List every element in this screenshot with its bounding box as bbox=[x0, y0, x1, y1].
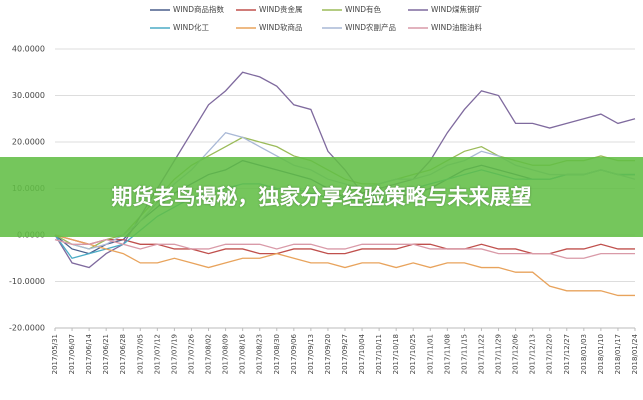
x-tick-label: 2018/01/24 bbox=[631, 333, 639, 374]
x-tick-label: 2017/07/05 bbox=[136, 334, 144, 374]
x-tick-label: 2017/08/02 bbox=[205, 334, 213, 374]
series-line bbox=[54, 238, 635, 259]
x-tick-label: 2017/09/06 bbox=[290, 333, 298, 374]
x-tick-label: 2018/01/10 bbox=[597, 334, 605, 374]
x-tick-label: 2017/10/11 bbox=[375, 334, 383, 374]
x-tick-label: 2017/11/22 bbox=[477, 334, 485, 374]
y-tick-label: -10.0000 bbox=[9, 277, 45, 286]
x-tick-label: 2017/08/09 bbox=[222, 334, 230, 374]
series-line bbox=[54, 234, 635, 297]
x-tick-label: 2017/10/18 bbox=[392, 334, 400, 374]
y-tick-label: 40.0000 bbox=[12, 45, 45, 54]
x-tick-label: 2017/12/27 bbox=[563, 334, 571, 374]
x-tick-label: 2017/07/19 bbox=[170, 334, 178, 374]
x-tick-label: 2017/06/14 bbox=[85, 333, 93, 374]
legend-label: WIND煤焦钢矿 bbox=[431, 4, 483, 14]
legend-label: WIND贵金属 bbox=[259, 4, 303, 14]
x-tick-label: 2017/11/08 bbox=[443, 334, 451, 374]
x-tick-label: 2017/09/27 bbox=[341, 334, 349, 374]
x-tick-label: 2017/11/29 bbox=[495, 334, 503, 374]
x-tick-label: 2018/01/17 bbox=[614, 334, 622, 374]
legend-label: WIND软商品 bbox=[259, 22, 303, 32]
x-tick-label: 2017/10/04 bbox=[358, 333, 366, 374]
x-tick-label: 2017/08/16 bbox=[239, 333, 247, 374]
x-tick-label: 2017/12/20 bbox=[546, 334, 554, 374]
banner: 期货老鸟揭秘，独家分享经验策略与未来展望 bbox=[0, 157, 643, 237]
x-tick-label: 2017/09/13 bbox=[307, 334, 315, 374]
y-tick-label: 20.0000 bbox=[12, 138, 45, 147]
series-line bbox=[54, 234, 635, 255]
legend-label: WIND有色 bbox=[345, 4, 382, 14]
x-tick-label: 2017/11/01 bbox=[426, 334, 434, 374]
y-tick-label: 30.0000 bbox=[12, 91, 45, 100]
x-tick-label: 2017/08/30 bbox=[273, 334, 281, 374]
legend-label: WIND油脂油料 bbox=[431, 22, 483, 32]
legend-label: WIND农副产品 bbox=[345, 22, 396, 32]
x-tick-label: 2017/06/07 bbox=[68, 334, 76, 374]
y-tick-label: -20.0000 bbox=[9, 324, 45, 333]
legend-label: WIND化工 bbox=[173, 22, 210, 32]
x-tick-label: 2017/07/26 bbox=[187, 333, 195, 374]
x-tick-label: 2017/10/25 bbox=[409, 334, 417, 374]
banner-text: 期货老鸟揭秘，独家分享经验策略与未来展望 bbox=[111, 185, 532, 209]
x-tick-label: 2017/07/12 bbox=[153, 334, 161, 374]
x-tick-label: 2017/06/28 bbox=[119, 334, 127, 374]
x-tick-label: 2017/05/31 bbox=[51, 334, 59, 374]
x-tick-label: 2017/12/13 bbox=[529, 334, 537, 374]
x-tick-label: 2017/12/06 bbox=[512, 333, 520, 374]
x-tick-label: 2017/11/15 bbox=[460, 334, 468, 374]
x-tick-label: 2018/01/03 bbox=[580, 334, 588, 374]
x-tick-label: 2017/06/21 bbox=[102, 334, 110, 374]
x-tick-label: 2017/09/20 bbox=[324, 334, 332, 374]
legend-label: WIND商品指数 bbox=[173, 4, 225, 14]
x-tick-label: 2017/08/23 bbox=[256, 334, 264, 374]
